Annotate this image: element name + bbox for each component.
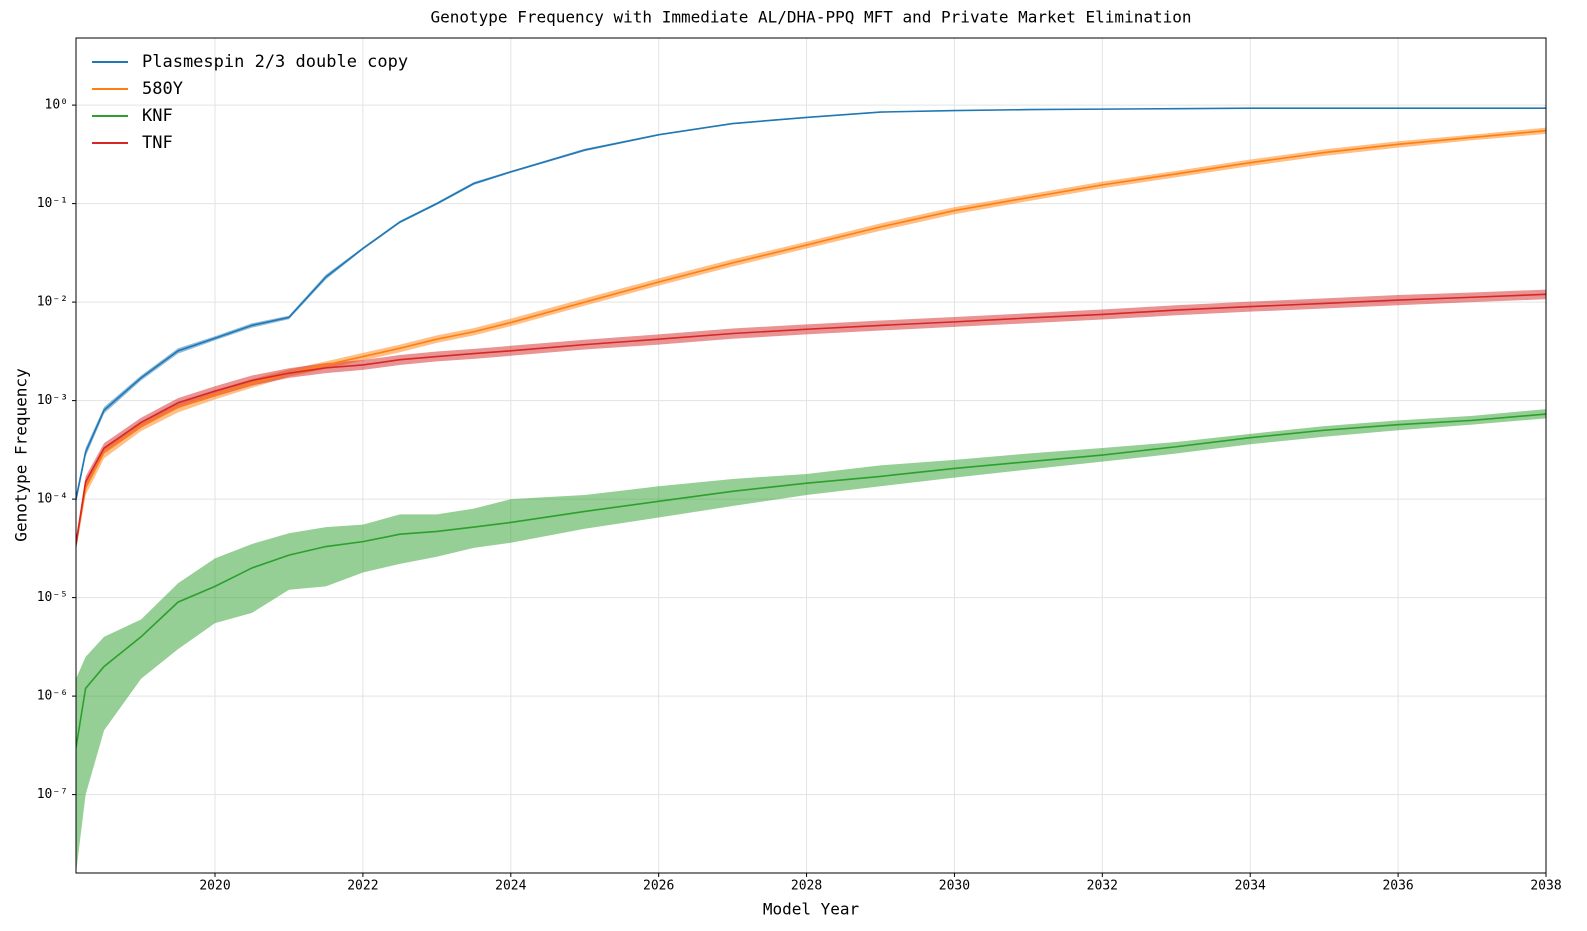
legend-label: Plasmespin 2/3 double copy	[142, 52, 408, 72]
x-tick-label: 2034	[1235, 879, 1266, 894]
plot-area	[76, 107, 1546, 873]
chart-title: Genotype Frequency with Immediate AL/DHA…	[431, 8, 1192, 27]
x-tick-label: 2038	[1530, 879, 1561, 894]
y-tick-label: 10⁻⁷	[37, 787, 68, 802]
series-line	[76, 129, 1546, 545]
x-tick-label: 2020	[199, 879, 230, 894]
confidence-band	[76, 289, 1546, 551]
legend-label: 580Y	[142, 79, 183, 99]
legend-label: KNF	[142, 106, 173, 126]
y-tick-label: 10⁻²	[37, 295, 68, 310]
legend: Plasmespin 2/3 double copy 580Y KNF TNF	[92, 52, 408, 153]
series-line	[76, 413, 1546, 748]
x-tick-label: 2030	[939, 879, 970, 894]
y-tick-label: 10⁻⁶	[37, 689, 68, 704]
legend-label: TNF	[142, 133, 173, 153]
y-tick-label: 10⁻¹	[37, 196, 68, 211]
x-tick-label: 2032	[1087, 879, 1118, 894]
series-line	[76, 107, 1546, 500]
x-axis-label: Model Year	[763, 900, 860, 919]
x-tick-label: 2028	[791, 879, 822, 894]
y-axis-label: Genotype Frequency	[12, 368, 31, 542]
y-tick-label: 10⁻⁵	[37, 590, 68, 605]
y-tick-label: 10⁻⁴	[37, 492, 68, 507]
grid	[76, 38, 1547, 873]
y-tick-label: 10⁻³	[37, 393, 68, 408]
plot-frame	[75, 37, 1547, 874]
x-tick-label: 2036	[1382, 879, 1413, 894]
series-line	[76, 293, 1546, 545]
x-tick-label: 2022	[347, 879, 378, 894]
x-tick-label: 2026	[643, 879, 674, 894]
x-tick-label: 2024	[495, 879, 526, 894]
y-tick-label: 10⁰	[45, 98, 68, 113]
confidence-band	[76, 409, 1546, 873]
